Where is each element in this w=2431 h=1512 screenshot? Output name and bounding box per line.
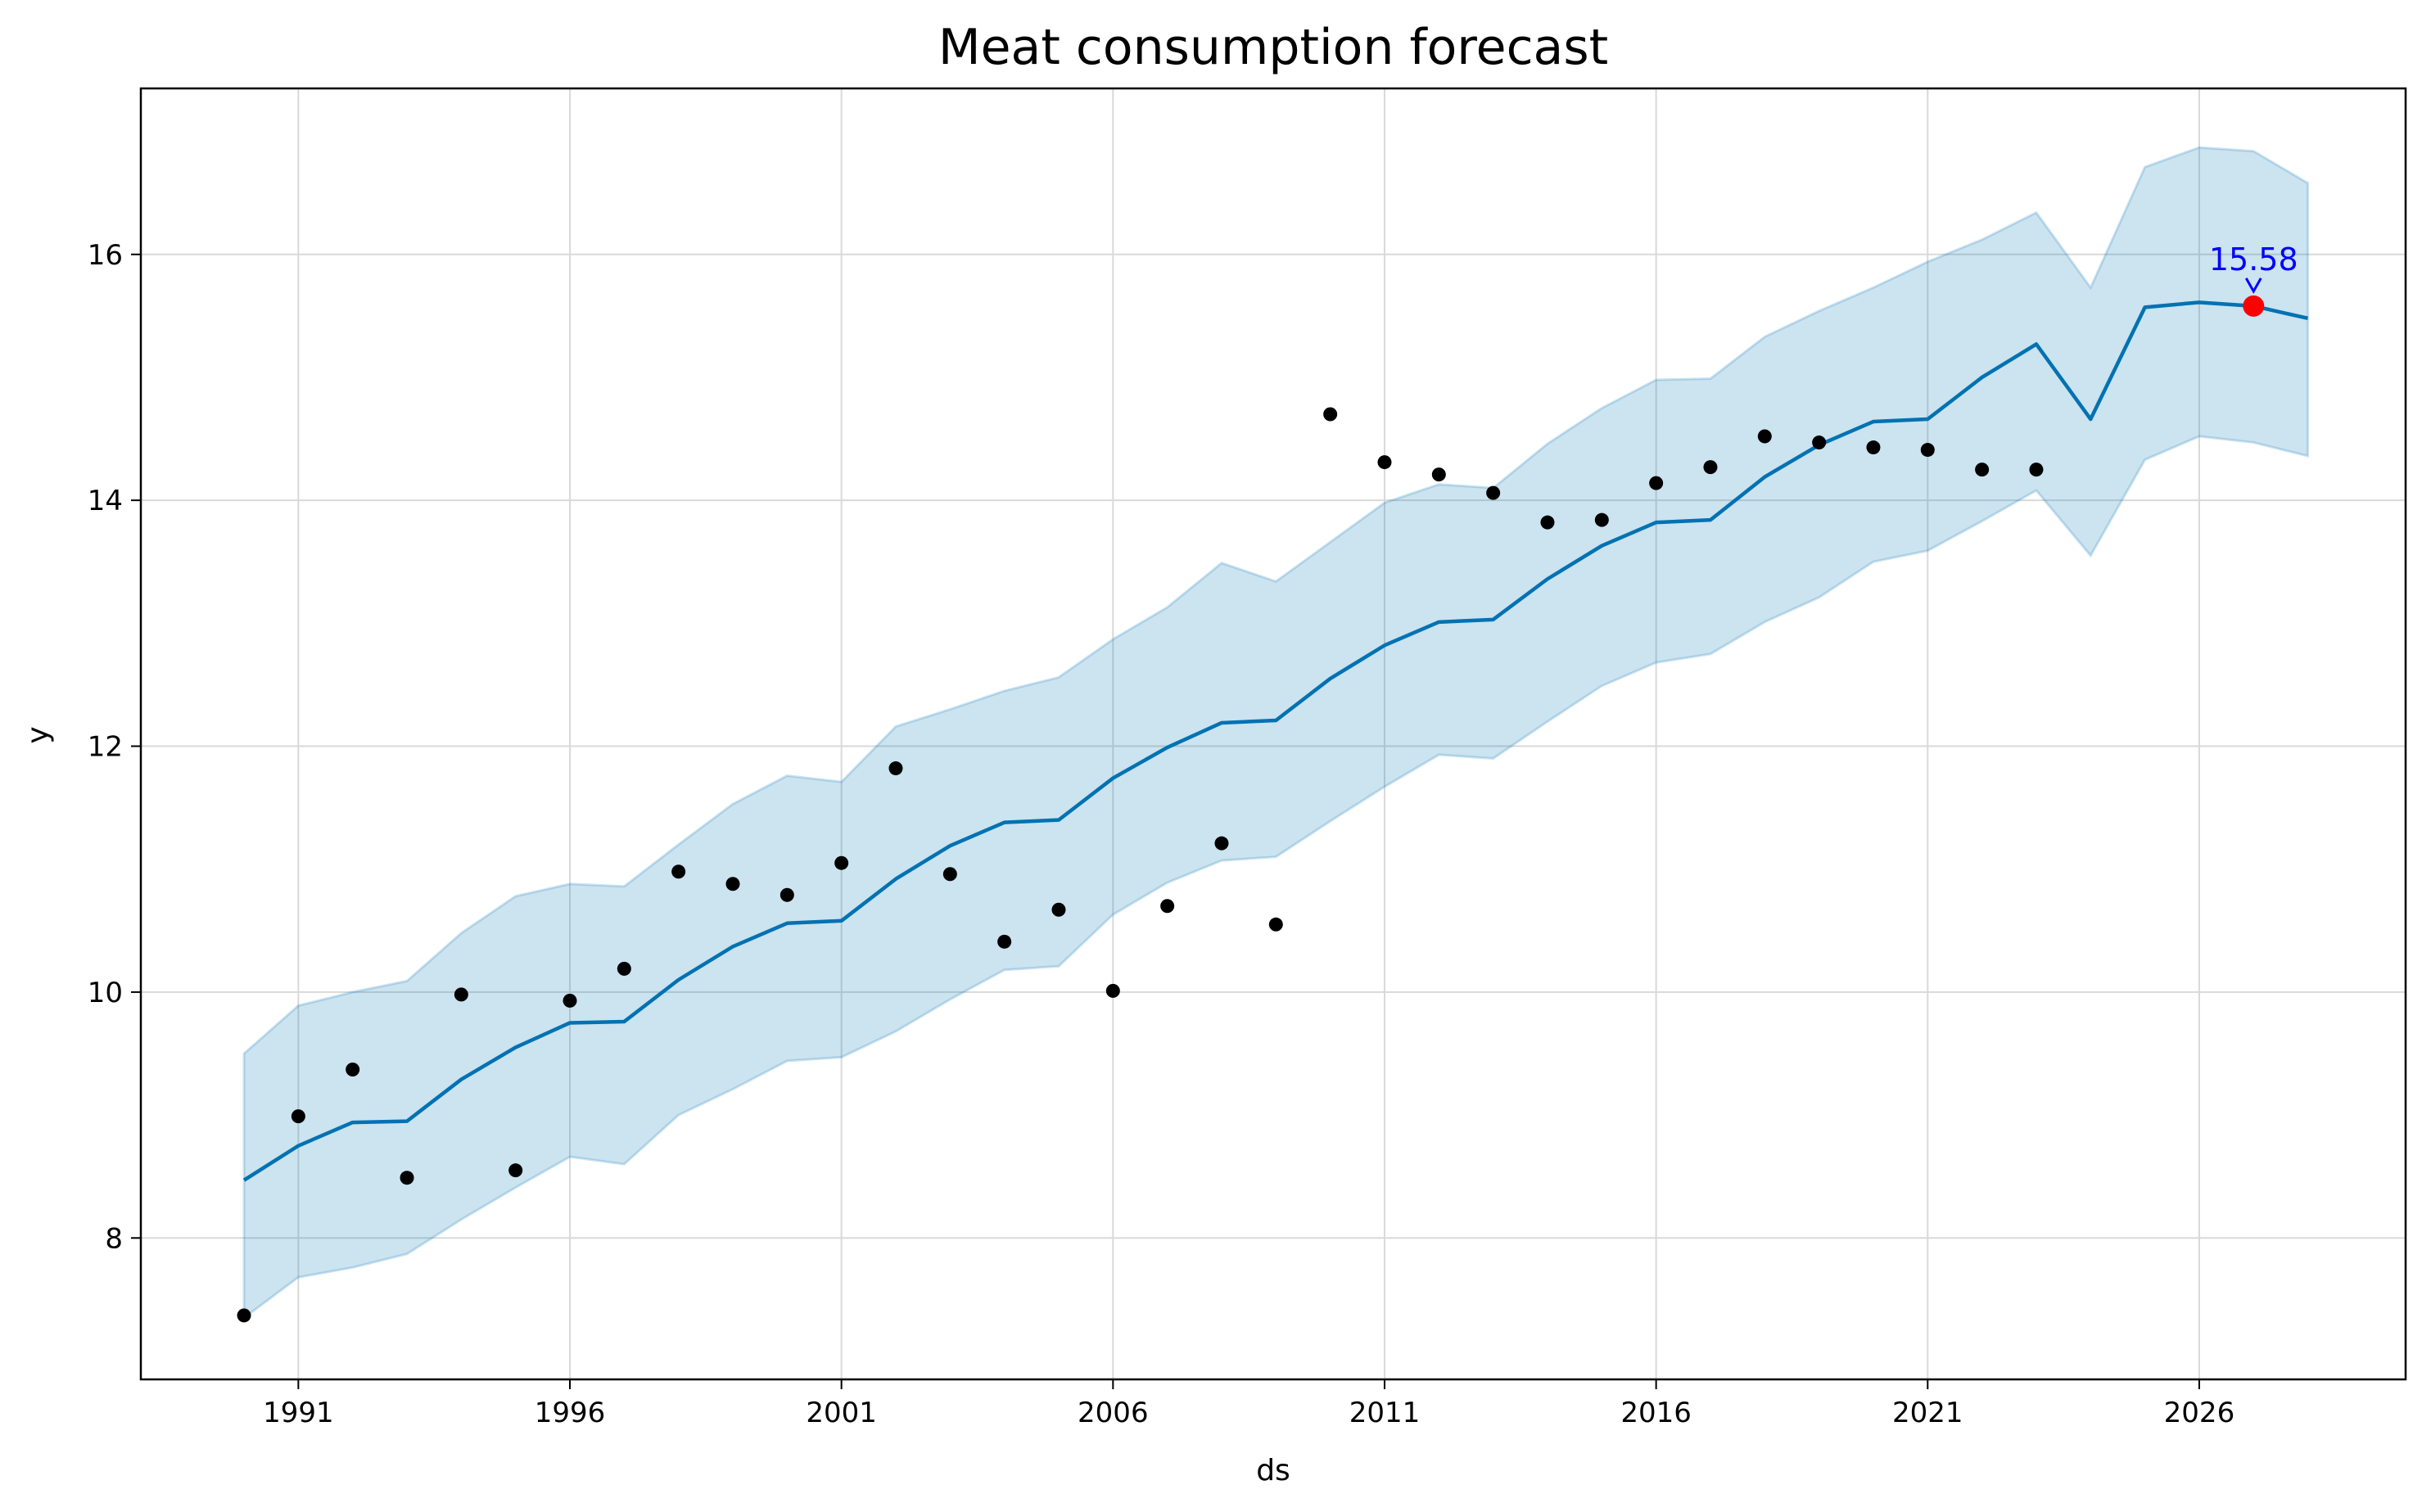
observed-point <box>1105 983 1120 998</box>
observed-point <box>1812 436 1827 450</box>
observed-point <box>671 864 686 879</box>
observed-point <box>1160 899 1175 914</box>
plot-frame <box>139 87 2407 1381</box>
observed-points <box>237 407 2044 1323</box>
highlight-point <box>2243 295 2265 317</box>
observed-point <box>1377 455 1392 470</box>
y-tick-label: 12 <box>88 731 123 764</box>
x-tick-label: 2006 <box>1078 1397 1149 1429</box>
observed-point <box>1051 902 1066 917</box>
observed-point <box>1540 515 1555 530</box>
forecast-line <box>242 300 2309 1182</box>
observed-point <box>1431 467 1446 482</box>
observed-point <box>1486 485 1501 500</box>
observed-point <box>508 1163 523 1178</box>
chart-title: Meat consumption forecast <box>938 19 1608 76</box>
x-tick-label: 2016 <box>1620 1397 1692 1429</box>
observed-point <box>997 934 1012 949</box>
annotation-arrow <box>2244 278 2262 294</box>
x-tick-label: 2021 <box>1892 1397 1963 1429</box>
x-tick-label: 1996 <box>535 1397 606 1429</box>
observed-point <box>617 961 631 976</box>
observed-point <box>1268 917 1283 932</box>
observed-point <box>1703 460 1718 475</box>
x-tick-label: 2001 <box>806 1397 877 1429</box>
observed-point <box>237 1308 251 1323</box>
observed-point <box>1757 429 1772 444</box>
uncertainty-interval <box>242 146 2310 1320</box>
y-tick-label: 16 <box>88 239 123 272</box>
observed-point <box>1975 463 1990 477</box>
forecast-series <box>242 300 2309 1182</box>
observed-point <box>1214 836 1229 851</box>
annotations: 15.58 <box>2209 241 2298 317</box>
annotation-label: 15.58 <box>2209 241 2298 278</box>
x-tick-label: 2026 <box>2164 1397 2235 1429</box>
axis-ticks: 1991 1996 2001 2006 2011 2016 2021 2026 8 10 12 14 1… <box>88 239 2234 1429</box>
observed-point <box>725 877 740 891</box>
observed-point <box>942 867 957 882</box>
axes-frame <box>139 87 2407 1381</box>
observed-point <box>779 887 794 902</box>
observed-point <box>563 993 577 1008</box>
observed-point <box>291 1109 305 1124</box>
observed-point <box>346 1063 360 1077</box>
interval-band <box>242 146 2310 1320</box>
observed-point <box>1649 476 1664 490</box>
y-tick-label: 8 <box>105 1222 123 1255</box>
y-tick-label: 10 <box>88 977 123 1009</box>
observed-point <box>400 1171 414 1185</box>
observed-point <box>454 987 468 1002</box>
y-axis-label: y <box>21 726 55 743</box>
x-tick-label: 2011 <box>1349 1397 1421 1429</box>
observed-point <box>1920 443 1935 458</box>
observed-point <box>1323 407 1338 422</box>
observed-point <box>834 855 849 870</box>
y-tick-label: 14 <box>88 485 123 517</box>
observed-point <box>1594 512 1609 527</box>
observed-point <box>2029 463 2044 477</box>
x-axis-label: ds <box>1256 1454 1290 1487</box>
observed-point <box>1866 440 1881 455</box>
x-tick-label: 1991 <box>263 1397 334 1429</box>
observed-point <box>888 761 903 776</box>
